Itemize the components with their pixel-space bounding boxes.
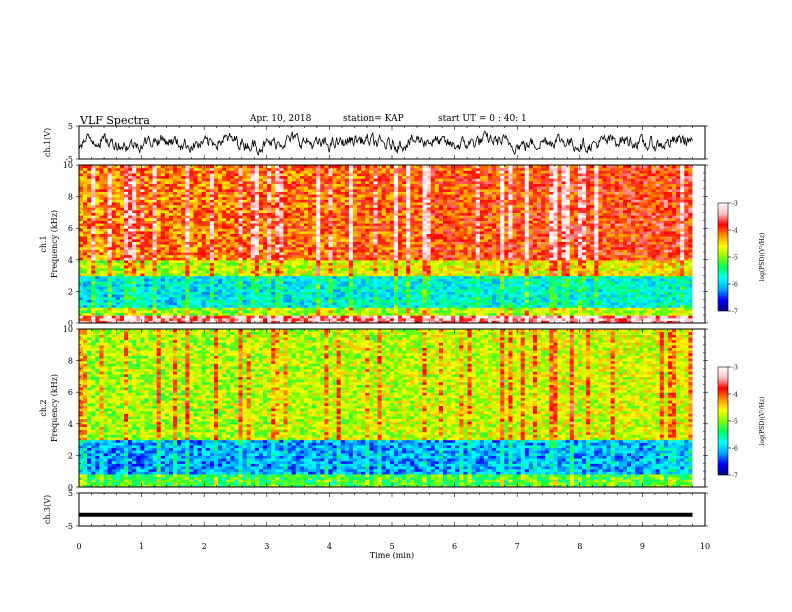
ytick-label: 0 <box>68 483 73 492</box>
colorbar-tick-label: -5 <box>732 255 738 262</box>
ytick-label: 2 <box>68 451 73 460</box>
ytick-label: 10 <box>63 161 73 170</box>
ytick-label: 4 <box>68 420 73 429</box>
colorbar-tick-label: -7 <box>732 473 738 480</box>
spectrogram-ch2 <box>79 329 705 487</box>
xtick-label: 8 <box>577 542 582 551</box>
panel-frame-3 <box>78 492 706 527</box>
ytick-label: 0 <box>68 319 73 328</box>
xtick-label: 0 <box>76 542 81 551</box>
ytick-label: 6 <box>68 388 73 397</box>
station-label: station= KAP <box>343 114 404 124</box>
colorbar-label: log(PSD)(V²/Hz) <box>759 233 766 282</box>
y-axis-label: ch.1 <box>39 235 48 252</box>
ytick-label: -5 <box>65 522 73 531</box>
xtick-label: 5 <box>389 542 394 551</box>
xtick-label: 10 <box>700 542 710 551</box>
colorbar-1 <box>717 202 729 312</box>
start-time-label: start UT = 0 : 40: 1 <box>438 114 527 124</box>
ytick-label: 6 <box>68 224 73 233</box>
xtick-label: 2 <box>202 542 207 551</box>
xtick-label: 6 <box>452 542 457 551</box>
colorbar-tick-label: -3 <box>732 201 738 208</box>
xtick-label: 9 <box>640 542 645 551</box>
colorbar-tick-label: -3 <box>732 365 738 372</box>
ytick-label: 5 <box>68 489 73 498</box>
ytick-label: 8 <box>68 193 73 202</box>
xtick-label: 4 <box>327 542 332 551</box>
y-axis-label: ch.2 <box>39 399 48 416</box>
colorbar-tick-label: -6 <box>732 282 738 289</box>
ytick-label: 4 <box>68 256 73 265</box>
ytick-label: -5 <box>65 155 73 164</box>
colorbar-tick-label: -4 <box>732 228 738 235</box>
y-axis-label: Frequency (kHz) <box>50 210 59 278</box>
colorbar-label: log(PSD)(V²/Hz) <box>759 397 766 446</box>
y-axis-label: ch.3(V) <box>43 495 52 524</box>
colorbar-tick-label: -6 <box>732 446 738 453</box>
xtick-label: 1 <box>139 542 144 551</box>
ytick-label: 10 <box>63 325 73 334</box>
figure-title: VLF Spectra <box>80 114 150 127</box>
date-label: Apr. 10, 2018 <box>250 114 312 124</box>
colorbar-2 <box>717 366 729 476</box>
spectrogram-ch1 <box>79 165 705 323</box>
xtick-label: 3 <box>264 542 269 551</box>
ytick-label: 2 <box>68 287 73 296</box>
xtick-label: 7 <box>515 542 520 551</box>
y-axis-label: Frequency (kHz) <box>50 374 59 442</box>
ytick-label: 8 <box>68 357 73 366</box>
colorbar-tick-label: -5 <box>732 419 738 426</box>
y-axis-label: ch.1(V) <box>43 128 52 157</box>
colorbar-tick-label: -4 <box>732 392 738 399</box>
x-axis-label: Time (min) <box>370 551 414 560</box>
colorbar-tick-label: -7 <box>732 309 738 316</box>
ytick-label: 5 <box>68 122 73 131</box>
ch1-waveform-line <box>79 130 693 157</box>
